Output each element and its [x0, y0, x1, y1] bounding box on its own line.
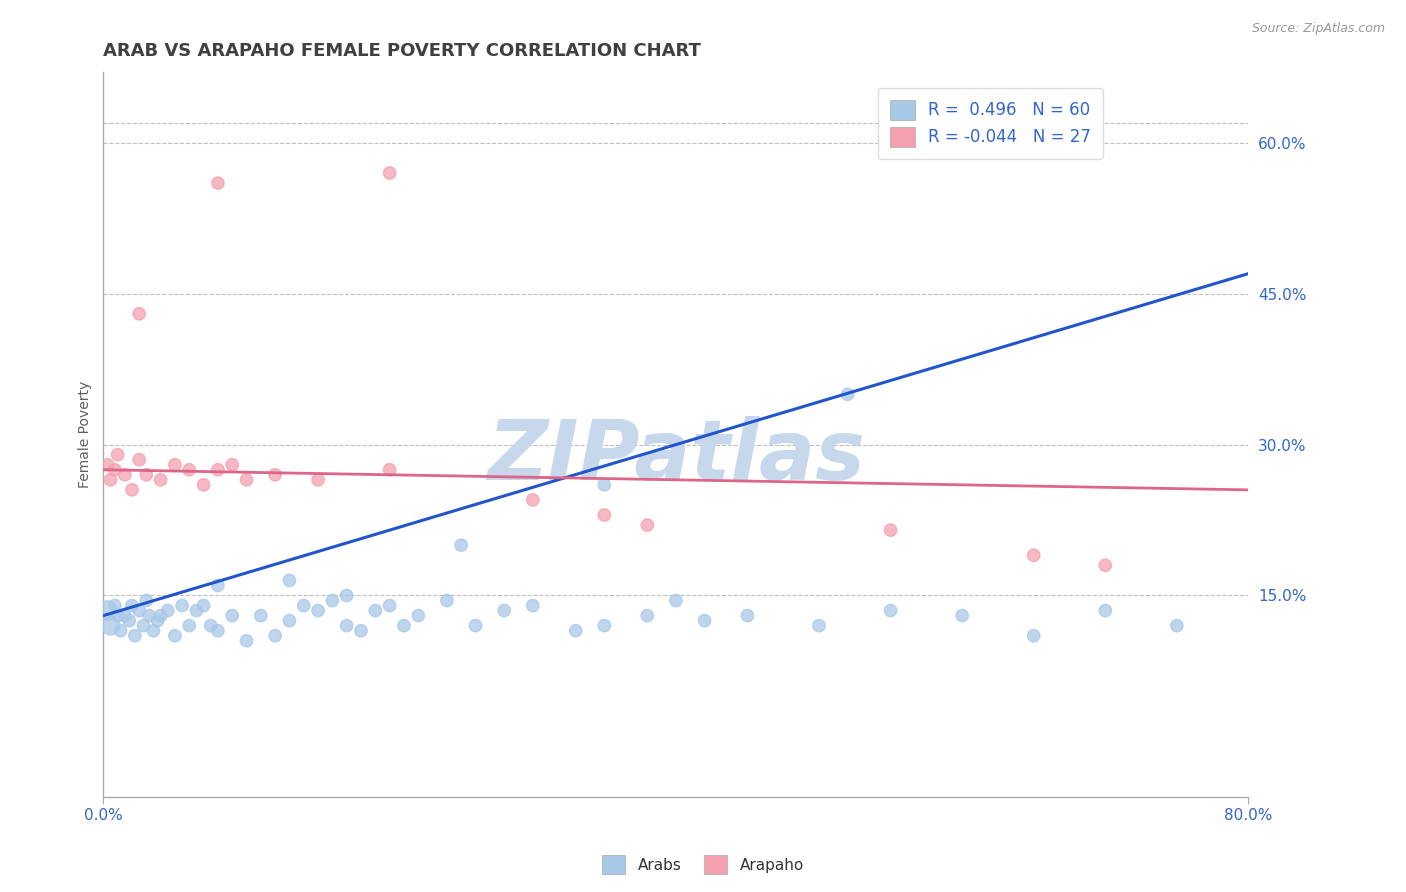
Point — [172, 599, 194, 613]
Point — [808, 618, 831, 632]
Point — [292, 599, 315, 613]
Text: Source: ZipAtlas.com: Source: ZipAtlas.com — [1251, 22, 1385, 36]
Point — [1094, 604, 1116, 618]
Point — [107, 448, 129, 462]
Point — [350, 624, 373, 638]
Point — [100, 618, 122, 632]
Point — [378, 463, 401, 477]
Point — [307, 604, 329, 618]
Point — [97, 458, 120, 472]
Point — [522, 492, 544, 507]
Point — [1022, 629, 1045, 643]
Point — [207, 463, 229, 477]
Point — [104, 599, 127, 613]
Point — [207, 624, 229, 638]
Point — [97, 604, 120, 618]
Point — [307, 473, 329, 487]
Point — [264, 629, 287, 643]
Point — [950, 608, 973, 623]
Point — [593, 618, 616, 632]
Point — [128, 307, 150, 321]
Point — [378, 166, 401, 180]
Point — [436, 593, 458, 607]
Point — [250, 608, 273, 623]
Point — [179, 618, 201, 632]
Legend: Arabs, Arapaho: Arabs, Arapaho — [596, 849, 810, 880]
Point — [179, 463, 201, 477]
Point — [593, 508, 616, 522]
Point — [264, 467, 287, 482]
Point — [879, 523, 901, 537]
Point — [100, 473, 122, 487]
Point — [193, 478, 215, 492]
Point — [124, 629, 146, 643]
Point — [737, 608, 759, 623]
Point — [121, 483, 143, 497]
Point — [235, 633, 257, 648]
Point — [221, 458, 243, 472]
Point — [564, 624, 586, 638]
Point — [1094, 558, 1116, 573]
Point — [321, 593, 343, 607]
Point — [114, 608, 136, 623]
Point — [1166, 618, 1188, 632]
Point — [278, 574, 301, 588]
Point — [464, 618, 486, 632]
Point — [138, 608, 160, 623]
Text: ARAB VS ARAPAHO FEMALE POVERTY CORRELATION CHART: ARAB VS ARAPAHO FEMALE POVERTY CORRELATI… — [104, 42, 702, 60]
Point — [364, 604, 387, 618]
Point — [121, 599, 143, 613]
Point — [837, 387, 859, 401]
Point — [522, 599, 544, 613]
Point — [163, 629, 186, 643]
Point — [636, 608, 658, 623]
Point — [193, 599, 215, 613]
Legend: R =  0.496   N = 60, R = -0.044   N = 27: R = 0.496 N = 60, R = -0.044 N = 27 — [879, 88, 1102, 159]
Point — [392, 618, 415, 632]
Point — [107, 608, 129, 623]
Point — [156, 604, 179, 618]
Point — [665, 593, 688, 607]
Point — [146, 614, 169, 628]
Point — [142, 624, 165, 638]
Point — [879, 604, 901, 618]
Point — [149, 473, 172, 487]
Point — [450, 538, 472, 552]
Y-axis label: Female Poverty: Female Poverty — [79, 381, 93, 488]
Point — [1022, 548, 1045, 562]
Point — [118, 614, 141, 628]
Point — [278, 614, 301, 628]
Point — [221, 608, 243, 623]
Point — [200, 618, 222, 632]
Point — [207, 578, 229, 592]
Point — [336, 618, 359, 632]
Point — [494, 604, 516, 618]
Point — [135, 467, 157, 482]
Point — [114, 467, 136, 482]
Point — [693, 614, 716, 628]
Point — [128, 604, 150, 618]
Text: ZIPatlas: ZIPatlas — [486, 416, 865, 497]
Point — [104, 463, 127, 477]
Point — [163, 458, 186, 472]
Point — [186, 604, 208, 618]
Point — [336, 589, 359, 603]
Point — [593, 478, 616, 492]
Point — [110, 624, 132, 638]
Point — [378, 599, 401, 613]
Point — [235, 473, 257, 487]
Point — [149, 608, 172, 623]
Point — [135, 593, 157, 607]
Point — [128, 452, 150, 467]
Point — [132, 618, 155, 632]
Point — [406, 608, 429, 623]
Point — [636, 518, 658, 533]
Point — [207, 176, 229, 190]
